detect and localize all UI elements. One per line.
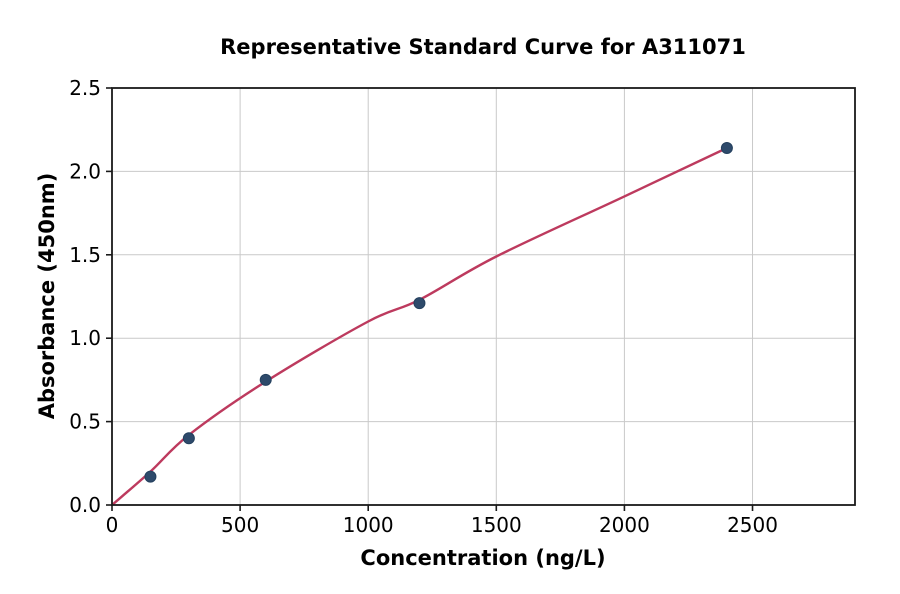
data-point [259, 373, 272, 386]
y-tick-label: 2.5 [69, 76, 101, 100]
y-tick-label: 0.0 [69, 493, 101, 517]
plot-frame [111, 87, 856, 506]
x-tick-label: 500 [221, 513, 259, 537]
y-tick-label: 1.5 [69, 243, 101, 267]
x-axis-label: Concentration (ng/L) [360, 546, 606, 570]
y-tick-label: 2.0 [69, 159, 101, 183]
y-tick-label: 1.0 [69, 326, 101, 350]
data-point [144, 470, 157, 483]
x-tick-label: 2500 [727, 513, 778, 537]
chart-title: Representative Standard Curve for A31107… [220, 35, 746, 59]
x-tick-label: 2000 [599, 513, 650, 537]
y-tick-label: 0.5 [69, 410, 101, 434]
x-tick-label: 1000 [343, 513, 394, 537]
fit-curve-line [110, 146, 729, 507]
data-point [182, 432, 195, 445]
x-tick-label: 1500 [471, 513, 522, 537]
x-tick-label: 0 [106, 513, 119, 537]
data-point [413, 297, 426, 310]
data-point [720, 142, 733, 155]
